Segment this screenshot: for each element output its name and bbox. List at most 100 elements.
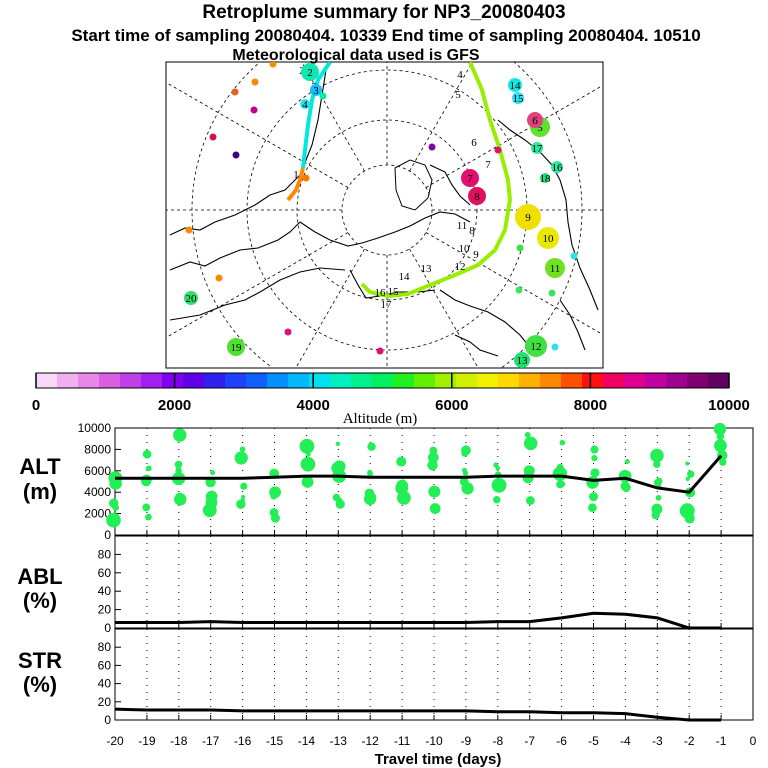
x-tick-label: -8: [492, 734, 503, 748]
altitude-dot: [493, 496, 501, 504]
cluster-label: 11: [550, 263, 561, 275]
altitude-dot: [335, 497, 343, 505]
cluster-dot: [540, 173, 550, 183]
altitude-dot: [145, 513, 152, 521]
small-marker: [428, 143, 436, 151]
colorbar-swatch: [456, 373, 478, 388]
map-content: 1234567891011121314151617234567891011121…: [166, 62, 603, 368]
cluster-dot: [300, 99, 310, 109]
small-marker: [494, 146, 502, 154]
colorbar-swatch: [267, 373, 289, 388]
altitude-dot: [141, 474, 152, 486]
x-tick-label: -20: [106, 734, 124, 748]
colorbar-swatch: [183, 373, 205, 388]
small-marker: [232, 151, 240, 159]
colorbar-swatch: [582, 373, 604, 388]
cluster-dot: [515, 204, 541, 230]
altitude-dot: [624, 458, 630, 464]
colorbar-swatch: [351, 373, 373, 388]
cluster-label: 20: [186, 293, 198, 305]
altitude-dot: [588, 503, 597, 512]
altitude-dot: [620, 481, 630, 491]
x-tick-label: -11: [394, 734, 411, 748]
colorbar-tick-label: 6000: [435, 397, 468, 414]
colorbar-swatch: [414, 373, 436, 388]
coastline: [299, 211, 471, 247]
str-ylabel-1: STR: [18, 648, 62, 673]
colorbar-swatch: [498, 373, 520, 388]
altitude-dot: [589, 492, 599, 502]
x-tick-label: 0: [750, 734, 757, 748]
trajectory-orange: [286, 167, 305, 202]
trajectory-lime: [360, 62, 513, 299]
y-tick-label: 0: [104, 528, 111, 542]
altitude-dot: [591, 454, 598, 462]
trajectory-day-number: 9: [473, 249, 479, 261]
altitude-dot: [205, 496, 218, 509]
small-marker: [284, 328, 292, 336]
altitude-dot: [556, 480, 564, 489]
altitude-dot: [174, 493, 187, 506]
small-marker: [516, 244, 524, 252]
coastline: [439, 289, 533, 351]
cluster-dot: [227, 338, 245, 356]
x-tick-label: -1: [716, 734, 727, 748]
cluster-label: 15: [513, 93, 525, 105]
colorbar-swatch: [561, 373, 583, 388]
cluster-dot: [508, 78, 522, 92]
y-tick-label: 60: [98, 566, 112, 580]
altitude-dot: [682, 509, 693, 519]
y-tick-label: 0: [104, 621, 111, 635]
cluster-dot: [461, 169, 479, 187]
colorbar-tick-label: 4000: [297, 397, 330, 414]
x-tick-label: -5: [588, 734, 599, 748]
x-tick-label: -14: [298, 734, 316, 748]
altitude-dot: [559, 439, 566, 446]
small-marker: [551, 343, 559, 351]
coastline: [169, 221, 301, 271]
figure-title: Retroplume summary for NP3_20080403: [202, 2, 565, 23]
altitude-dot: [655, 494, 662, 501]
altitude-dot: [655, 477, 663, 485]
altitude-dot: [239, 502, 246, 508]
small-marker: [319, 92, 327, 100]
trajectory-day-number: 11: [457, 220, 468, 232]
altitude-dot: [685, 461, 690, 466]
altitude-dot: [210, 470, 216, 476]
small-marker: [515, 286, 523, 294]
cluster-label: 10: [543, 233, 555, 245]
cluster-label: 8: [474, 191, 480, 203]
abl-ylabel-2: (%): [23, 588, 57, 613]
altitude-dot: [590, 468, 600, 478]
y-tick-label: 40: [98, 584, 112, 598]
x-tick-label: -17: [202, 734, 220, 748]
colorbar-swatch: [519, 373, 541, 388]
altitude-dot: [269, 508, 279, 517]
x-tick-label: -3: [652, 734, 663, 748]
y-tick-label: 20: [98, 603, 112, 617]
altitude-dot: [429, 503, 441, 514]
altitude-dot: [367, 442, 376, 451]
x-tick-label: -6: [556, 734, 567, 748]
cluster-dot: [184, 291, 198, 305]
trajectory-day-number: 7: [485, 159, 491, 171]
altitude-dot: [650, 448, 664, 463]
altitude-dot: [175, 466, 181, 471]
colorbar-tick-label: 0: [32, 397, 40, 414]
str-panel: 0 20 40 60 80: [98, 628, 754, 727]
colorbar-swatch: [435, 373, 457, 388]
colorbar-swatch: [288, 373, 310, 388]
colorbar: 0 2000 4000 6000 8000 10000: [32, 372, 750, 414]
colorbar-swatch: [645, 373, 667, 388]
coastline: [454, 334, 499, 357]
trajectory-day-number: 6: [471, 137, 477, 149]
altitude-dot: [687, 470, 695, 478]
trajectory-day-number: 17: [381, 299, 393, 311]
colorbar-swatch: [57, 373, 79, 388]
altitude-dot: [427, 452, 439, 463]
colorbar-swatch: [666, 373, 688, 388]
colorbar-swatch: [708, 373, 730, 388]
cluster-dot: [527, 112, 543, 128]
cluster-label: 3: [313, 85, 319, 97]
